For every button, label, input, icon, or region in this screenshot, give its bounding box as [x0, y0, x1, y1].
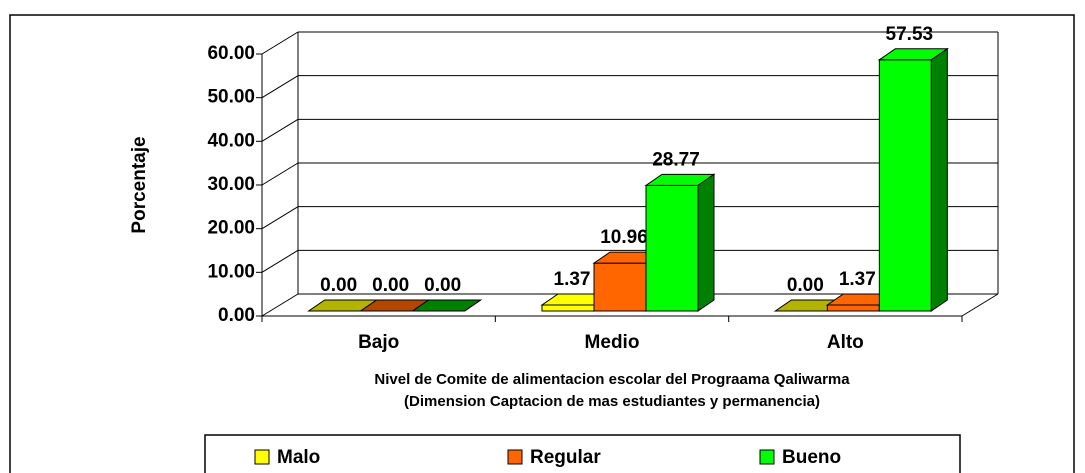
legend-swatch	[507, 449, 523, 465]
bar	[877, 47, 949, 312]
bar-front	[593, 262, 647, 312]
grid-line	[261, 293, 299, 317]
value-label: 1.37	[839, 269, 876, 290]
value-label: 1.37	[554, 269, 591, 290]
bar-front	[878, 59, 932, 312]
y-axis-title: Porcentaje	[129, 136, 150, 233]
bar-side	[464, 299, 481, 312]
y-tick-label: 40.00	[207, 130, 255, 151]
legend-swatch	[254, 449, 270, 465]
legend-box	[204, 434, 961, 473]
value-label: 0.00	[787, 275, 824, 296]
bar-front	[541, 304, 595, 312]
x-tick-label: Alto	[827, 332, 864, 353]
value-label: 10.96	[600, 227, 648, 248]
x-axis-title: Nivel de Comite de alimentacion escolar …	[374, 371, 850, 388]
floor-edge	[961, 293, 999, 317]
bar-front	[645, 184, 699, 312]
value-label: 0.00	[424, 275, 461, 296]
bar	[644, 173, 716, 312]
x-axis-title: (Dimension Captacion de mas estudiantes …	[404, 393, 820, 410]
y-tick-label: 0.00	[218, 305, 255, 326]
value-label: 57.53	[886, 24, 934, 45]
value-label: 28.77	[652, 149, 700, 170]
grid-line	[261, 75, 299, 99]
legend-swatch	[759, 449, 775, 465]
bar-front	[826, 304, 880, 312]
bar	[411, 299, 483, 312]
y-tick-label: 60.00	[207, 43, 255, 64]
x-tick-label: Bajo	[358, 332, 399, 353]
grid-line	[261, 249, 299, 273]
grid-line	[261, 162, 299, 186]
y-tick-label: 50.00	[207, 87, 255, 108]
y-tick-label: 30.00	[207, 174, 255, 195]
grid-line	[261, 118, 299, 142]
legend-label: Regular	[530, 447, 601, 468]
value-label: 0.00	[320, 275, 357, 296]
x-tick-label: Medio	[585, 332, 640, 353]
grid-line	[261, 206, 299, 230]
legend-label: Bueno	[782, 447, 841, 468]
legend-label: Malo	[277, 447, 320, 468]
value-label: 0.00	[372, 275, 409, 296]
y-tick-label: 20.00	[207, 218, 255, 239]
bar-side	[930, 47, 948, 312]
y-tick-label: 10.00	[207, 261, 255, 282]
bar-side	[697, 173, 715, 312]
grid-line	[261, 31, 299, 55]
